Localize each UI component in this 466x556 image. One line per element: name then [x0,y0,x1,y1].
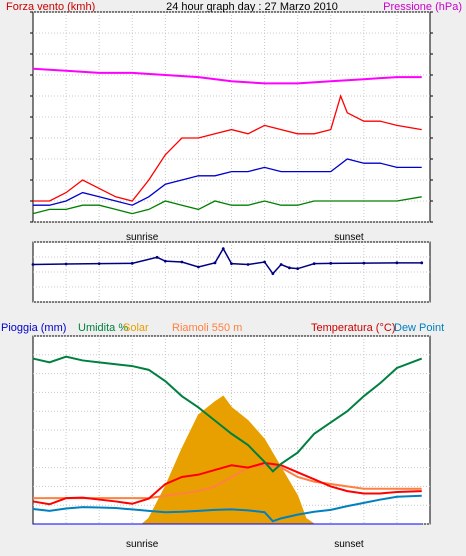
humidity-axis-label: Umidita % [78,322,128,334]
wind-direction-point [221,247,225,251]
avg-line [33,158,422,206]
gust-line [33,94,422,202]
wind-direction-point [180,260,184,264]
wind-direction-line [32,247,422,275]
wind-direction-point [329,261,333,265]
wind-direction-point [197,265,200,269]
chart-title: 24 hour graph day : 27 Marzo 2010 [166,1,338,13]
wind-direction-point [420,261,424,265]
wind-direction-point [213,261,217,265]
wind-direction-point [31,263,35,266]
pressure-y-ticks [430,11,433,223]
riamoli-axis-label: Riamoli 550 m [172,322,242,334]
pressure-line [32,67,422,85]
humidity-line [32,355,423,473]
direction-grid [33,241,430,303]
temp-humidity-series [32,355,423,525]
wind-direction-point [263,260,266,264]
min-line [32,196,422,215]
temp-humidity-panel: Pioggia (mm) Umidita % Solar Riamoli 550… [1,322,444,550]
wind-direction-point [312,262,316,266]
rain-axis-label: Pioggia (mm) [1,322,66,334]
wind-direction-point [155,255,159,259]
riamoli-line [33,464,422,500]
wind-direction-point [64,262,68,266]
wind-direction-point [271,272,275,276]
wind-pressure-series [32,67,422,215]
wind-axis-label: Forza vento (kmh) [6,1,95,13]
temperature-line [32,461,422,506]
dewpoint-axis-label: Dew Point [394,322,444,334]
wind-y-ticks [30,11,33,223]
wind-direction-point [395,261,399,265]
wind-direction-point [246,263,250,266]
temperature-axis-label: Temperatura (°C) [311,322,395,334]
solar-axis-label: Solar [123,322,149,334]
wind-direction-point [296,267,300,271]
sunrise-label-bottom: sunrise [126,539,159,550]
wind-direction-point [230,262,233,266]
wind-direction-panel [31,241,431,303]
grid [33,11,430,223]
wind-direction-point [287,266,291,270]
wind-direction-point [362,261,366,265]
wind-pressure-panel: Forza vento (kmh) 24 hour graph day : 27… [6,1,462,243]
wind-direction-series [31,247,424,276]
wind-direction-point [97,262,101,266]
sunset-label-bottom: sunset [334,539,364,550]
wind-direction-point [130,261,134,265]
dewpoint-line [32,494,422,523]
wind-direction-point [279,263,283,266]
sunrise-label: sunrise [126,232,159,243]
wind-direction-point [163,259,167,263]
pressure-axis-label: Pressione (hPa) [383,1,462,13]
sunset-label: sunset [334,232,364,243]
